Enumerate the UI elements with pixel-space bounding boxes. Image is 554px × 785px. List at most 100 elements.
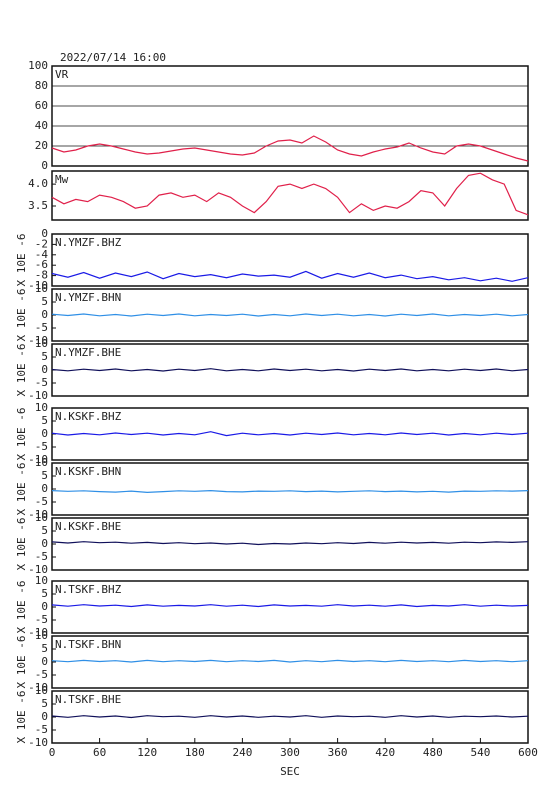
x-tick-label: 120: [137, 746, 157, 759]
panel-frame: [51, 233, 529, 287]
y-tick-label: -10: [28, 626, 48, 639]
y-tick-label: -5: [35, 376, 48, 389]
y-tick-label: 5: [41, 350, 48, 363]
y-tick-label: -10: [28, 508, 48, 521]
trace-line: [51, 489, 529, 494]
y-axis-label: X 10E -6: [15, 234, 28, 287]
trace-line: [51, 659, 529, 663]
y-tick-label: -8: [35, 269, 48, 282]
trace-line: [51, 604, 529, 608]
y-axis-label: X 10E -6: [15, 408, 28, 461]
y-tick-label: -6: [35, 258, 48, 271]
y-tick-label: 10: [35, 511, 48, 524]
y-tick-label: 5: [41, 524, 48, 537]
y-tick-label: 0: [41, 482, 48, 495]
y-tick-label: 5: [41, 469, 48, 482]
chart-title: 2022/07/14 16:00: [60, 51, 166, 64]
y-tick-label: -10: [28, 563, 48, 576]
panel-label: N.KSKF.BHZ: [55, 410, 122, 423]
trace-line: [51, 368, 529, 372]
x-tick-label: 480: [423, 746, 443, 759]
y-axis-label: X 10E -6: [15, 344, 28, 397]
panel-label: N.KSKF.BHN: [55, 465, 121, 478]
panel-label: N.YMZF.BHN: [55, 291, 121, 304]
y-tick-label: 4.0: [28, 177, 48, 190]
y-axis-label: X 10E -6: [15, 691, 28, 744]
y-tick-label: -5: [35, 321, 48, 334]
y-tick-label: 5: [41, 697, 48, 710]
trace-line: [51, 715, 529, 719]
y-tick-label: 10: [35, 282, 48, 295]
y-tick-label: 0: [41, 710, 48, 723]
y-tick-label: -5: [35, 440, 48, 453]
panel-label: N.TSKF.BHZ: [55, 583, 122, 596]
panel-label: VR: [55, 68, 69, 81]
trace-line: [51, 135, 529, 162]
y-tick-label: 0: [41, 427, 48, 440]
y-tick-label: 0: [41, 655, 48, 668]
y-axis-label: X 10E -6: [15, 636, 28, 689]
panel-label: N.YMZF.BHZ: [55, 236, 122, 249]
y-tick-label: 0: [41, 537, 48, 550]
y-tick-label: 20: [35, 139, 48, 152]
trace-line: [51, 431, 529, 437]
y-tick-label: -10: [28, 389, 48, 402]
y-tick-label: 0: [41, 363, 48, 376]
y-axis-label: X 10E -6: [15, 289, 28, 342]
y-tick-label: 40: [35, 119, 48, 132]
y-tick-label: -5: [35, 668, 48, 681]
y-tick-label: 80: [35, 79, 48, 92]
y-tick-label: -2: [35, 237, 48, 250]
panel-frame: [51, 407, 529, 461]
y-tick-label: -5: [35, 550, 48, 563]
y-axis-label: X 10E -6: [15, 463, 28, 516]
panel-label: N.TSKF.BHE: [55, 693, 121, 706]
y-tick-label: -4: [35, 248, 49, 261]
y-tick-label: 60: [35, 99, 48, 112]
x-tick-label: 180: [185, 746, 205, 759]
x-axis-label: SEC: [280, 765, 300, 778]
x-tick-label: 600: [518, 746, 538, 759]
y-tick-label: -10: [28, 681, 48, 694]
y-tick-label: 5: [41, 587, 48, 600]
x-tick-label: 300: [280, 746, 300, 759]
y-tick-label: 0: [41, 159, 48, 172]
y-tick-label: 10: [35, 684, 48, 697]
panel-frame: [51, 462, 529, 516]
y-tick-label: 10: [35, 337, 48, 350]
panel-frame: [51, 517, 529, 571]
panel-label: N.TSKF.BHN: [55, 638, 121, 651]
y-axis-label: X 10E -6: [15, 581, 28, 634]
trace-line: [51, 270, 529, 282]
panel-frame: [51, 580, 529, 634]
panel-frame: [51, 635, 529, 689]
y-tick-label: -10: [28, 279, 48, 292]
y-tick-label: -10: [28, 736, 48, 749]
y-tick-label: 0: [41, 227, 48, 240]
trace-line: [51, 313, 529, 317]
x-tick-label: 540: [470, 746, 490, 759]
y-tick-label: 0: [41, 308, 48, 321]
panel-label: N.KSKF.BHE: [55, 520, 121, 533]
y-tick-label: -10: [28, 334, 48, 347]
y-tick-label: -5: [35, 495, 48, 508]
x-tick-label: 360: [328, 746, 348, 759]
y-tick-label: -5: [35, 723, 48, 736]
y-tick-label: -5: [35, 613, 48, 626]
x-tick-label: 240: [232, 746, 252, 759]
y-tick-label: 100: [28, 59, 48, 72]
y-axis-label: X 10E -6: [15, 518, 28, 571]
panel-label: N.YMZF.BHE: [55, 346, 121, 359]
trace-line: [51, 172, 529, 216]
y-tick-label: 10: [35, 401, 48, 414]
y-tick-label: 3.5: [28, 199, 48, 212]
y-tick-label: 5: [41, 414, 48, 427]
panel-frame: [51, 170, 529, 221]
y-tick-label: 10: [35, 456, 48, 469]
panel-frame: [51, 65, 529, 167]
x-tick-label: 60: [93, 746, 106, 759]
y-tick-label: 5: [41, 642, 48, 655]
y-tick-label: 10: [35, 574, 48, 587]
